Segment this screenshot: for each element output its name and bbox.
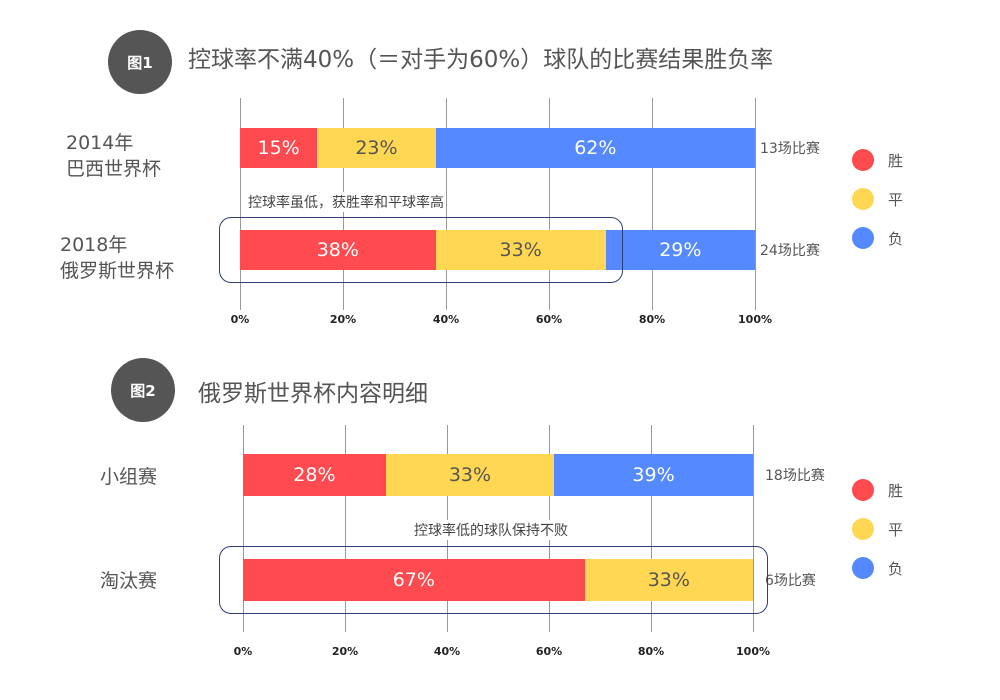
gridline [753, 425, 754, 632]
category-line: 巴西世界杯 [66, 158, 162, 180]
match-count: 18场比赛 [765, 468, 825, 484]
legend-dot [852, 518, 874, 540]
x-tick-label: 100% [738, 313, 772, 326]
chart-title: 控球率不满40%（＝对手为60%）球队的比赛结果胜负率 [188, 47, 774, 73]
legend-dot [852, 557, 874, 579]
bar-segment-win: 38% [240, 230, 436, 270]
bar-segment-draw: 23% [317, 128, 436, 168]
legend-dot [852, 479, 874, 501]
bar-segment-win: 28% [243, 454, 386, 496]
gridline [240, 98, 241, 310]
category-label: 淘汰赛 [100, 568, 157, 594]
x-tick-label: 0% [230, 313, 250, 326]
gridline [652, 98, 653, 310]
gridline [755, 98, 756, 310]
gridline [243, 425, 244, 632]
bar-segment-loss: 39% [554, 454, 753, 496]
x-tick-label: 40% [432, 313, 460, 326]
legend-label: 胜 [888, 481, 904, 500]
legend-dot [852, 227, 874, 249]
legend-item-win: 胜 [852, 479, 903, 501]
figure-badge: 图1 [108, 30, 172, 94]
x-tick-label: 40% [433, 645, 461, 658]
bar-segment-draw: 33% [584, 559, 753, 601]
category-label: 2014年巴西世界杯 [66, 130, 161, 182]
x-tick-label: 0% [233, 645, 253, 658]
legend-label: 负 [888, 559, 904, 578]
x-tick-label: 60% [535, 645, 563, 658]
category-line: 俄罗斯世界杯 [60, 260, 175, 282]
category-line: 2014年 [66, 132, 134, 154]
legend-dot [852, 188, 874, 210]
category-line: 2018年 [60, 234, 128, 256]
bar-segment-loss: 29% [605, 230, 755, 270]
legend-item-draw: 平 [852, 188, 903, 210]
figure-badge: 图2 [111, 358, 175, 422]
legend-label: 平 [888, 520, 904, 539]
legend-item-draw: 平 [852, 518, 903, 540]
bar-segment-win: 67% [243, 559, 585, 601]
x-tick-label: 20% [329, 313, 357, 326]
bar-segment-draw: 33% [385, 454, 555, 496]
match-count: 13场比赛 [760, 141, 820, 157]
gridline [446, 98, 447, 310]
highlight-box [219, 546, 768, 614]
x-tick-label: 100% [736, 645, 770, 658]
category-line: 淘汰赛 [100, 570, 158, 592]
x-tick-label: 60% [535, 313, 563, 326]
legend-item-win: 胜 [852, 149, 903, 171]
legend-item-loss: 负 [852, 227, 903, 249]
category-label: 小组赛 [100, 464, 157, 490]
chart-title: 俄罗斯世界杯内容明细 [198, 381, 428, 407]
match-count: 6场比赛 [765, 573, 816, 589]
legend-dot [852, 149, 874, 171]
x-tick-label: 80% [638, 313, 666, 326]
match-count: 24场比赛 [760, 243, 820, 259]
x-tick-label: 80% [637, 645, 665, 658]
bar-segment-draw: 33% [435, 230, 606, 270]
legend-item-loss: 负 [852, 557, 903, 579]
annotation: 控球率低的球队保持不败 [412, 520, 570, 540]
gridline [651, 425, 652, 632]
legend-label: 平 [888, 190, 904, 209]
highlight-box [219, 217, 623, 283]
bar-segment-loss: 62% [435, 128, 755, 168]
category-label: 2018年俄罗斯世界杯 [60, 232, 174, 284]
gridline [549, 98, 550, 310]
annotation: 控球率虽低，获胜率和平球率高 [246, 192, 446, 212]
x-tick-label: 20% [331, 645, 359, 658]
bar-segment-win: 15% [240, 128, 318, 168]
category-line: 小组赛 [100, 466, 158, 488]
gridline [345, 425, 346, 632]
legend-label: 胜 [888, 151, 904, 170]
legend-label: 负 [888, 229, 904, 248]
